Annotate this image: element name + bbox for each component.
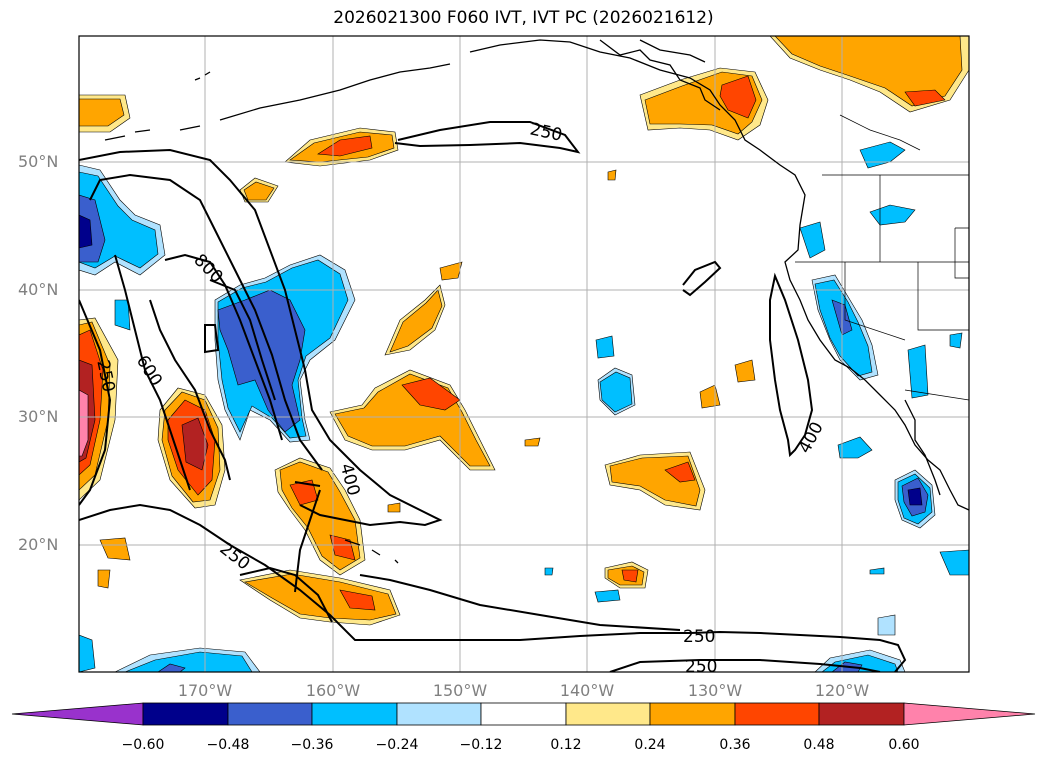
lon-label-120w: 120°W [814,681,870,700]
colorbar-cell [227,702,313,726]
colorbar-cell [734,702,820,726]
colorbar [11,702,1036,726]
state-borders [795,114,969,401]
colorbar-cell [396,702,482,726]
negative-anomalies [79,141,969,672]
map-title: 2026021300 F060 IVT, IVT PC (2026021612) [333,8,714,28]
colorbar-tick: −0.12 [459,737,503,753]
colorbar-tick: −0.24 [375,737,419,753]
colorbar-cell [480,702,567,726]
gridlines [79,36,969,672]
colorbar-cell [142,702,229,726]
colorbar-cell [565,702,651,726]
contour-label: 400 [795,419,828,457]
contour-label: 250 [216,539,254,575]
colorbar-cell [649,702,736,726]
lon-label-150w: 150°W [432,681,488,700]
colorbar-tick: 0.36 [719,737,751,753]
lat-label-40n: 40°N [18,280,59,299]
colorbar-tick: 0.24 [634,737,666,753]
contour-label: 250 [683,627,715,647]
lon-label-170w: 170°W [177,681,233,700]
contour-label: 600 [132,352,166,390]
ivt-contours [79,121,907,672]
colorbar-tick: −0.48 [206,737,250,753]
colorbar-tick: 0.60 [888,737,920,753]
colorbar-tick: 0.48 [803,737,835,753]
colorbar-extend-low [11,702,144,726]
contour-label: 250 [685,657,717,677]
coastlines [104,39,969,564]
contour-label: 800 [189,250,226,287]
colorbar-extend-high [903,702,1036,726]
map-frame [78,35,970,673]
lon-label-140w: 140°W [559,681,615,700]
colorbar-tick: −0.36 [290,737,334,753]
lat-label-20n: 20°N [18,535,59,554]
lon-label-130w: 130°W [687,681,743,700]
lat-label-50n: 50°N [18,152,59,171]
contour-label: 250 [528,119,564,145]
lon-label-160w: 160°W [305,681,361,700]
map-field [79,36,969,672]
colorbar-tick: −0.60 [121,737,165,753]
colorbar-cell [311,702,398,726]
colorbar-cell [818,702,905,726]
lat-label-30n: 30°N [18,407,59,426]
colorbar-tick: 0.12 [550,737,582,753]
